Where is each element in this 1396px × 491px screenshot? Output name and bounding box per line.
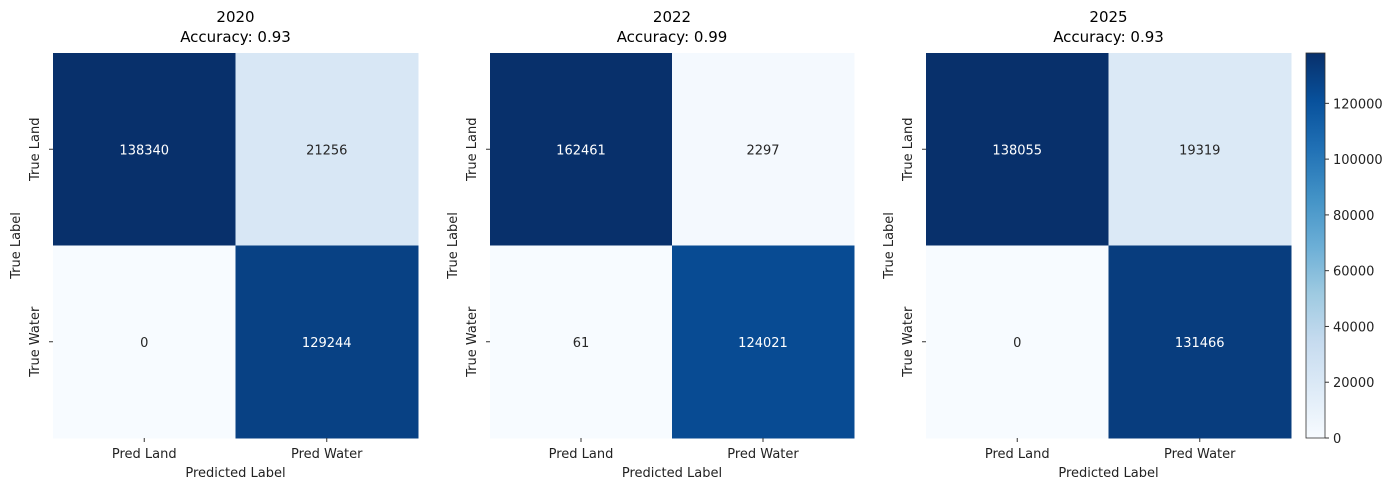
colorbar-tick-label: 100000	[1333, 153, 1383, 168]
colorbar-tick-label: 120000	[1333, 97, 1383, 112]
x-tick-label: Pred Water	[727, 447, 799, 462]
cell-value-label: 0	[1013, 336, 1021, 351]
x-tick-label: Pred Land	[549, 447, 614, 462]
heatmap-cell	[53, 53, 236, 246]
colorbar-tick-label: 60000	[1333, 265, 1374, 280]
colorbar-tick-label: 20000	[1333, 376, 1374, 391]
chart-title-accuracy: Accuracy: 0.93	[180, 28, 291, 46]
y-tick-label: True Land	[28, 118, 43, 182]
heatmap-cell	[235, 245, 419, 439]
heatmap-cell	[490, 53, 673, 246]
y-tick-label: True Water	[28, 306, 43, 378]
colorbar-tick-label: 0	[1333, 432, 1341, 447]
heatmap-cell	[672, 53, 855, 246]
chart-title-year: 2022	[653, 8, 691, 26]
colorbar-frame	[1305, 52, 1326, 439]
chart-title-year: 2025	[1089, 8, 1127, 26]
cell-value-label: 162461	[556, 143, 606, 158]
cell-value-label: 61	[573, 336, 590, 351]
x-tick-label: Pred Land	[985, 447, 1050, 462]
heatmap-cell	[53, 245, 236, 439]
y-tick-label: True Water	[465, 306, 480, 378]
heatmap-cell	[490, 245, 673, 439]
y-axis-label: True Label	[882, 212, 897, 280]
heatmap-cell	[926, 53, 1109, 246]
colorbar-tick-label: 80000	[1333, 209, 1374, 224]
chart-title-year: 2020	[216, 8, 254, 26]
cell-value-label: 19319	[1179, 143, 1220, 158]
x-tick-label: Pred Water	[291, 447, 363, 462]
heatmap-cell	[1108, 53, 1292, 246]
cell-value-label: 2297	[746, 143, 779, 158]
y-axis-label: True Label	[9, 212, 24, 280]
x-axis-label: Predicted Label	[622, 466, 722, 481]
heatmap-cell	[672, 245, 855, 439]
chart-title-accuracy: Accuracy: 0.93	[1053, 28, 1164, 46]
cell-value-label: 124021	[738, 336, 788, 351]
x-axis-label: Predicted Label	[185, 466, 285, 481]
y-tick-label: True Water	[901, 306, 916, 378]
cell-value-label: 0	[140, 336, 148, 351]
cell-value-label: 138055	[992, 143, 1042, 158]
x-tick-label: Pred Land	[112, 447, 177, 462]
x-tick-label: Pred Water	[1164, 447, 1236, 462]
chart-title-accuracy: Accuracy: 0.99	[617, 28, 728, 46]
cell-value-label: 21256	[306, 143, 347, 158]
y-tick-label: True Land	[901, 118, 916, 182]
cell-value-label: 129244	[302, 336, 352, 351]
y-axis-label: True Label	[446, 212, 461, 280]
colorbar-gradient	[1306, 53, 1325, 438]
y-tick-label: True Land	[465, 118, 480, 182]
cell-value-label: 138340	[119, 143, 169, 158]
cell-value-label: 131466	[1175, 336, 1225, 351]
colorbar-tick-label: 40000	[1333, 320, 1374, 335]
heatmap-cell	[235, 53, 419, 246]
x-axis-label: Predicted Label	[1058, 466, 1158, 481]
heatmap-cell	[926, 245, 1109, 439]
heatmap-cell	[1108, 245, 1292, 439]
